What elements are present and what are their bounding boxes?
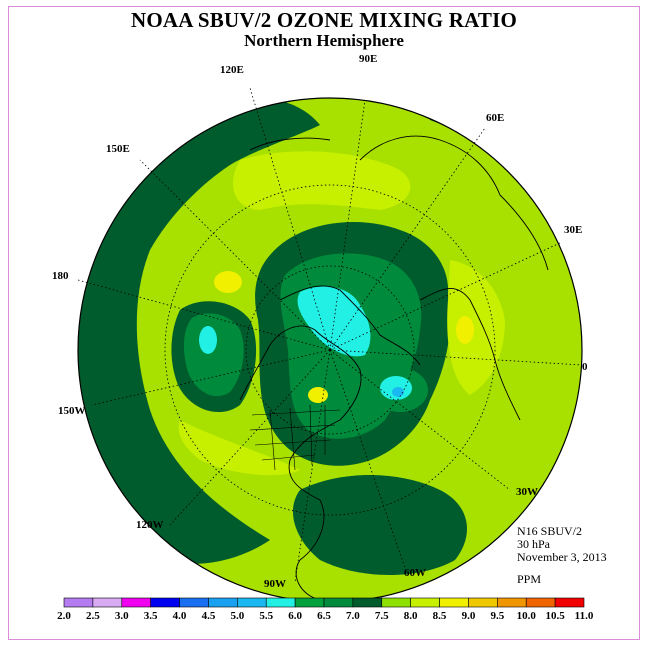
colorbar-tick-label: 3.0: [115, 610, 129, 622]
lon-label: 30E: [564, 224, 582, 236]
contour-8.0-south: [178, 420, 300, 476]
lon-label: 120W: [136, 519, 164, 531]
colorbar-tick-label: 8.0: [404, 610, 418, 622]
lon-label: 90W: [264, 578, 286, 590]
satellite-label: N16 SBUV/2: [517, 524, 583, 538]
contour-5.0-atlantic: [392, 387, 404, 397]
contour-8.5-america: [308, 387, 328, 403]
colorbar-swatch: [294, 597, 325, 608]
unit-label: PPM: [517, 572, 542, 586]
colorbar-tick-label: 5.0: [230, 610, 244, 622]
contour-7.0-west: [78, 98, 320, 564]
colorbar-tick-label: 9.5: [490, 610, 504, 622]
colorbar-swatch: [237, 597, 267, 608]
colorbar-tick-label: 4.5: [202, 610, 216, 622]
contour-7.0-southeast: [292, 475, 467, 575]
map-title: NOAA SBUV/2 OZONE MIXING RATIO: [131, 8, 517, 32]
longitude-labels: 90E 60E 30E 0 30W 60W 90W 120W 150W 180 …: [52, 53, 588, 590]
colorbar-tick-label: 2.0: [57, 610, 71, 622]
colorbar-tick-label: 4.0: [173, 610, 187, 622]
colorbar-tick-label: 10.5: [545, 610, 565, 622]
colorbar-swatch: [497, 597, 527, 608]
level-label: 30 hPa: [517, 537, 550, 551]
contour-8.5-pacific: [214, 271, 242, 293]
ozone-contours: [78, 98, 520, 575]
contour-8.5-east: [456, 316, 474, 344]
graticule: [77, 87, 583, 583]
lon-label: 60W: [404, 567, 426, 579]
colorbar-tick-label: 6.0: [288, 610, 302, 622]
lon-label: 180: [52, 270, 69, 282]
contour-8.0-east: [447, 260, 505, 395]
colorbar-swatch: [352, 597, 383, 608]
colorbar-swatch: [381, 597, 411, 608]
colorbar-swatch: [121, 597, 151, 608]
lon-label: 120E: [220, 64, 244, 76]
lon-label: 0: [582, 361, 588, 373]
colorbar-swatch: [150, 597, 180, 608]
contour-8.0-north: [232, 151, 411, 210]
lon-label: 150W: [58, 405, 86, 417]
colorbar-tick-label: 3.5: [144, 610, 158, 622]
colorbar-swatch: [92, 597, 123, 608]
colorbar-tick-label: 10.0: [517, 610, 537, 622]
colorbar-swatch: [468, 597, 498, 608]
lon-label: 60E: [486, 112, 504, 124]
contour-5.5-pacific: [199, 326, 217, 354]
colorbar-tick-label: 5.5: [259, 610, 273, 622]
us-state-lines: [249, 404, 341, 471]
colorbar: 2.0 2.5 3.0 3.5 4.0 4.5 5.0 5.5 6.0 6.5 7.0 7.5 8.0 8…: [57, 597, 594, 622]
lon-label: 150E: [106, 143, 130, 155]
date-label: November 3, 2013: [517, 550, 607, 564]
coastlines: [239, 135, 549, 601]
colorbar-swatch: [208, 597, 238, 608]
colorbar-swatch: [265, 597, 296, 608]
colorbar-swatch: [63, 597, 94, 608]
colorbar-tick-label: 7.0: [346, 610, 360, 622]
colorbar-tick-label: 2.5: [86, 610, 100, 622]
contour-6.5-pacific: [183, 313, 244, 397]
colorbar-tick-label: 11.0: [575, 610, 594, 622]
colorbar-tick-label: 6.5: [317, 610, 331, 622]
colorbar-swatch: [410, 597, 440, 608]
info-block: N16 SBUV/2 30 hPa November 3, 2013 PPM: [517, 525, 607, 586]
colorbar-swatch: [439, 597, 469, 608]
colorbar-swatch: [323, 597, 354, 608]
colorbar-tick-label: 9.0: [462, 610, 476, 622]
colorbar-tick-label: 7.5: [375, 610, 389, 622]
map-subtitle: Northern Hemisphere: [244, 31, 404, 50]
lon-label: 90E: [359, 53, 377, 65]
colorbar-swatch: [179, 597, 209, 608]
lon-label: 30W: [516, 486, 538, 498]
colorbar-swatch: [554, 597, 585, 608]
figure-frame: [8, 6, 640, 640]
colorbar-tick-label: 8.5: [433, 610, 447, 622]
colorbar-swatch: [525, 597, 556, 608]
